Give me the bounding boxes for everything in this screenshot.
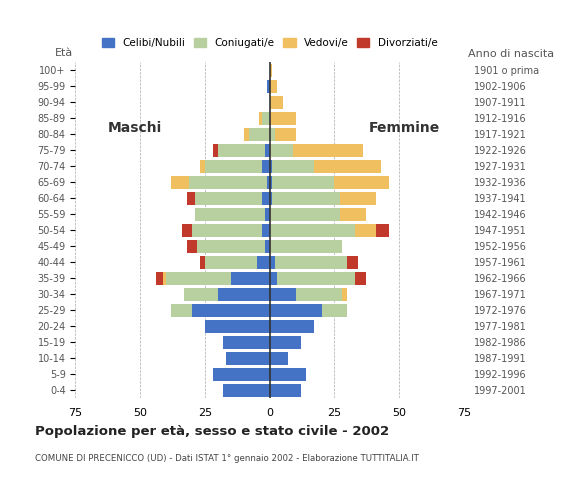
Bar bbox=[171, 304, 192, 317]
Bar bbox=[194, 208, 264, 221]
Bar bbox=[213, 368, 270, 381]
Bar bbox=[340, 208, 365, 221]
Bar bbox=[226, 351, 270, 365]
Bar bbox=[270, 272, 277, 285]
Bar bbox=[231, 272, 270, 285]
Bar bbox=[314, 159, 381, 173]
Bar bbox=[270, 192, 272, 205]
Text: Femmine: Femmine bbox=[369, 121, 440, 135]
Bar bbox=[272, 176, 335, 189]
Bar bbox=[187, 192, 194, 205]
Bar bbox=[270, 111, 296, 125]
Bar bbox=[270, 96, 282, 109]
Bar bbox=[267, 80, 270, 93]
Bar bbox=[321, 304, 347, 317]
Bar bbox=[171, 176, 190, 189]
Bar bbox=[244, 128, 249, 141]
Bar bbox=[205, 159, 262, 173]
Bar bbox=[355, 272, 365, 285]
Bar bbox=[184, 288, 218, 301]
Bar bbox=[218, 288, 270, 301]
Bar bbox=[192, 304, 270, 317]
Bar bbox=[347, 255, 358, 269]
Bar bbox=[270, 159, 272, 173]
Text: Popolazione per età, sesso e stato civile - 2002: Popolazione per età, sesso e stato civil… bbox=[35, 425, 389, 438]
Bar bbox=[270, 63, 272, 77]
Bar bbox=[270, 208, 340, 221]
Bar bbox=[187, 240, 197, 253]
Legend: Celibi/Nubili, Coniugati/e, Vedovi/e, Divorziati/e: Celibi/Nubili, Coniugati/e, Vedovi/e, Di… bbox=[97, 34, 442, 53]
Bar bbox=[342, 288, 347, 301]
Bar bbox=[270, 384, 301, 397]
Bar bbox=[270, 288, 296, 301]
Bar bbox=[275, 255, 347, 269]
Text: COMUNE DI PRECENICCO (UD) - Dati ISTAT 1° gennaio 2002 - Elaborazione TUTTITALIA: COMUNE DI PRECENICCO (UD) - Dati ISTAT 1… bbox=[35, 454, 419, 463]
Bar bbox=[264, 208, 270, 221]
Bar bbox=[267, 176, 270, 189]
Bar bbox=[270, 240, 342, 253]
Bar bbox=[335, 176, 389, 189]
Bar bbox=[270, 80, 277, 93]
Bar bbox=[270, 351, 288, 365]
Bar bbox=[223, 384, 270, 397]
Bar bbox=[270, 304, 321, 317]
Text: Età: Età bbox=[55, 48, 73, 58]
Bar bbox=[277, 272, 355, 285]
Text: Maschi: Maschi bbox=[108, 121, 162, 135]
Bar bbox=[264, 240, 270, 253]
Bar bbox=[213, 144, 218, 157]
Bar bbox=[355, 224, 376, 237]
Bar bbox=[223, 336, 270, 349]
Bar bbox=[200, 255, 205, 269]
Bar bbox=[262, 111, 270, 125]
Bar bbox=[272, 159, 314, 173]
Bar bbox=[194, 192, 262, 205]
Bar bbox=[262, 159, 270, 173]
Bar bbox=[293, 144, 363, 157]
Bar bbox=[155, 272, 164, 285]
Bar bbox=[262, 224, 270, 237]
Bar bbox=[272, 192, 340, 205]
Bar bbox=[340, 192, 376, 205]
Bar bbox=[164, 272, 166, 285]
Bar bbox=[190, 176, 267, 189]
Bar bbox=[192, 224, 262, 237]
Bar bbox=[275, 128, 296, 141]
Bar bbox=[296, 288, 342, 301]
Bar bbox=[200, 159, 205, 173]
Bar bbox=[270, 368, 306, 381]
Bar bbox=[166, 272, 231, 285]
Bar bbox=[376, 224, 389, 237]
Text: Anno di nascita: Anno di nascita bbox=[468, 49, 554, 59]
Bar bbox=[182, 224, 192, 237]
Bar bbox=[264, 144, 270, 157]
Bar bbox=[270, 176, 272, 189]
Bar bbox=[218, 144, 264, 157]
Bar bbox=[270, 255, 275, 269]
Bar bbox=[270, 128, 275, 141]
Bar bbox=[197, 240, 264, 253]
Bar bbox=[259, 111, 262, 125]
Bar bbox=[205, 255, 257, 269]
Bar bbox=[205, 320, 270, 333]
Bar bbox=[249, 128, 270, 141]
Bar bbox=[270, 144, 293, 157]
Bar bbox=[270, 336, 301, 349]
Bar bbox=[270, 320, 314, 333]
Bar bbox=[262, 192, 270, 205]
Bar bbox=[257, 255, 270, 269]
Bar bbox=[270, 224, 355, 237]
